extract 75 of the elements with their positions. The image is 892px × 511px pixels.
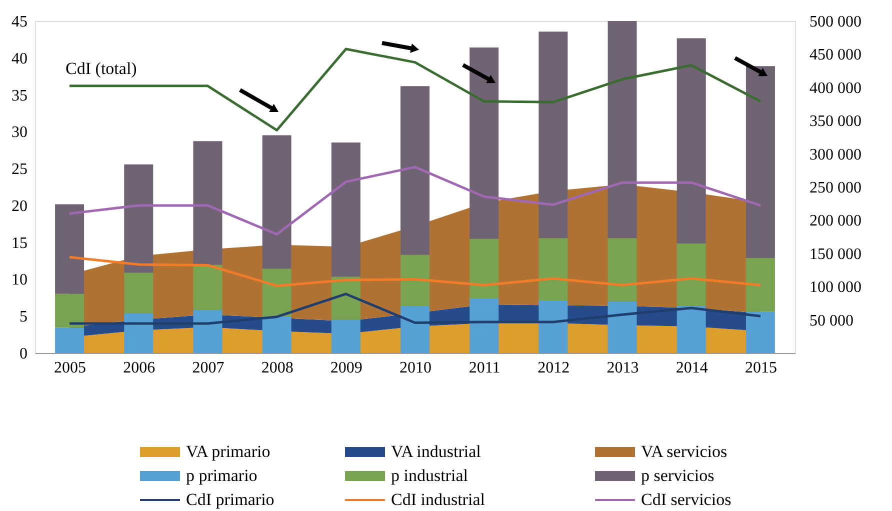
legend-label: VA servicios <box>641 442 728 461</box>
bar <box>331 320 360 353</box>
y2-tick-label: 400 000 <box>810 80 862 97</box>
bar <box>470 298 499 353</box>
y2-tick-label: 250 000 <box>810 180 862 196</box>
x-tick-label: 2008 <box>261 360 294 376</box>
y-tick-label: 0 <box>20 346 28 362</box>
x-tick-label: 2013 <box>606 360 639 376</box>
bar <box>608 238 637 302</box>
bar <box>676 38 706 244</box>
bar <box>124 313 154 353</box>
bar <box>538 238 568 301</box>
line-series <box>68 292 762 325</box>
y-tick-label: 35 <box>12 87 28 104</box>
bar <box>55 328 84 353</box>
y2-tick-label: 450 000 <box>810 46 862 64</box>
legend-label: CdI industrial <box>391 490 486 509</box>
x-tick-label: 2010 <box>400 360 432 376</box>
legend-label: p primario <box>186 466 258 485</box>
legend-label: p servicios <box>641 466 714 485</box>
y2-tick-label: 500 000 <box>810 14 862 30</box>
bar <box>746 312 775 353</box>
y2-tick-label: 300 000 <box>810 146 862 164</box>
y2-tick-label: 50 000 <box>810 312 854 330</box>
y-tick-label: 40 <box>12 50 28 68</box>
bar <box>193 310 222 353</box>
x-tick-label: 2015 <box>744 360 777 376</box>
x-tick-label: 2006 <box>123 360 156 376</box>
bar <box>400 86 430 255</box>
y2-tick-label: 100 000 <box>810 279 862 296</box>
legend-label: CdI servicios <box>641 490 732 509</box>
y2-tick-label: 350 000 <box>810 113 862 130</box>
y-tick-label: 45 <box>12 14 28 30</box>
legend-label: CdI primario <box>186 490 274 509</box>
series-label: CdI (total) <box>66 58 137 78</box>
x-tick-label: 2012 <box>538 360 570 376</box>
y2-tick-label: 150 000 <box>810 246 862 263</box>
line-series <box>68 48 762 132</box>
x-tick-label: 2009 <box>330 360 362 376</box>
x-tick-label: 2011 <box>468 360 500 376</box>
bar <box>124 164 154 273</box>
y-tick-label: 10 <box>12 272 28 289</box>
bar <box>262 135 292 269</box>
bar <box>55 294 84 328</box>
bar <box>193 141 222 265</box>
bar <box>262 316 292 353</box>
bar <box>124 272 154 314</box>
y2-tick-label: 200 000 <box>810 212 862 230</box>
y-tick-label: 25 <box>12 161 28 178</box>
bar <box>608 21 637 238</box>
bar <box>193 264 222 310</box>
x-tick-label: 2014 <box>676 360 708 376</box>
bar <box>676 243 706 306</box>
bar <box>746 258 775 312</box>
y-tick-label: 20 <box>12 198 28 215</box>
bar <box>470 238 499 299</box>
legend-label: p industrial <box>391 466 468 485</box>
bar <box>331 142 360 277</box>
bar <box>538 32 568 238</box>
legend-label: VA industrial <box>391 442 482 461</box>
bar <box>676 306 706 353</box>
bar <box>608 301 637 353</box>
x-tick-label: 2005 <box>54 360 86 376</box>
line-series <box>68 166 762 236</box>
y-tick-label: 30 <box>12 124 28 142</box>
bar <box>400 254 430 306</box>
legend-label: VA primario <box>186 442 270 461</box>
bar <box>55 204 84 294</box>
bar <box>538 300 568 353</box>
y-tick-label: 15 <box>12 234 28 252</box>
x-tick-label: 2007 <box>192 360 224 376</box>
bar <box>262 268 292 316</box>
bar <box>400 306 430 353</box>
y-tick-label: 5 <box>20 308 28 326</box>
line-series <box>68 256 762 288</box>
